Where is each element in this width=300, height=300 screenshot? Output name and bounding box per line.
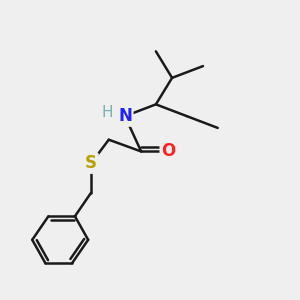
Text: N: N bbox=[118, 107, 132, 125]
Text: H: H bbox=[102, 105, 113, 120]
Text: O: O bbox=[161, 142, 176, 160]
Text: S: S bbox=[85, 154, 97, 172]
